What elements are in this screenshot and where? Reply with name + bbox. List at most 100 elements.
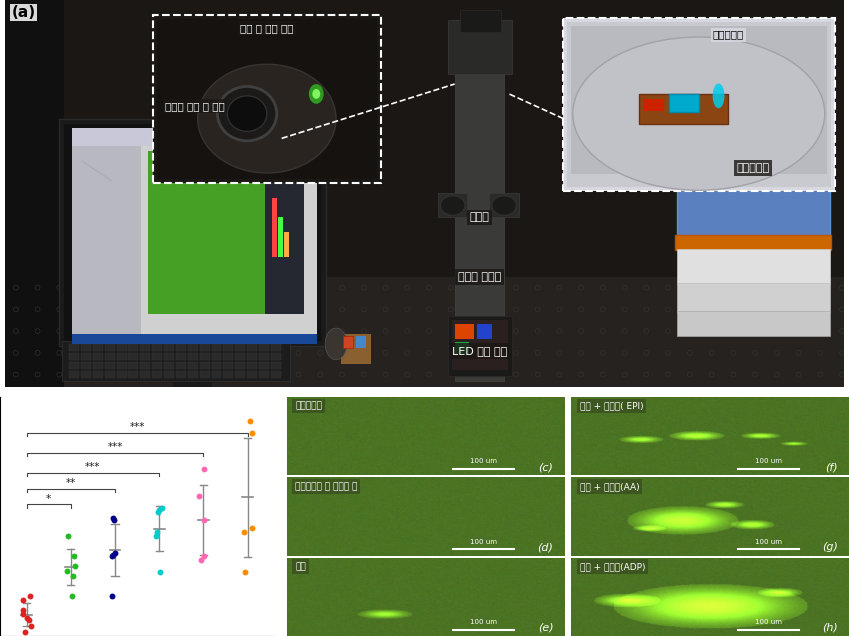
- Bar: [564, 18, 835, 191]
- Text: 전혈 + 작용제(AA): 전혈 + 작용제(AA): [580, 482, 639, 491]
- Bar: [271, 344, 281, 351]
- Text: 현미경: 현미경: [469, 212, 489, 223]
- Bar: [164, 362, 174, 369]
- Point: [150, 527, 164, 537]
- Bar: [341, 334, 371, 364]
- Bar: [438, 193, 468, 218]
- Bar: [65, 123, 321, 341]
- Text: 100 um: 100 um: [470, 459, 498, 464]
- Ellipse shape: [441, 196, 465, 216]
- Ellipse shape: [228, 96, 267, 132]
- Bar: [72, 146, 318, 334]
- Bar: [677, 99, 830, 242]
- Bar: [69, 362, 79, 369]
- Bar: [176, 371, 186, 378]
- Point: [19, 627, 32, 636]
- Bar: [447, 316, 512, 376]
- Bar: [116, 362, 127, 369]
- Bar: [247, 353, 257, 360]
- Text: ***: ***: [107, 442, 123, 452]
- Text: (c): (c): [538, 462, 554, 472]
- Text: 혈소관제거 및 작용제 무: 혈소관제거 및 작용제 무: [295, 482, 357, 491]
- Bar: [675, 235, 831, 250]
- Bar: [455, 54, 504, 380]
- Point: [67, 551, 81, 562]
- Bar: [200, 362, 210, 369]
- Bar: [69, 344, 79, 351]
- Bar: [152, 371, 162, 378]
- Bar: [259, 362, 269, 369]
- Bar: [149, 151, 265, 314]
- Bar: [104, 371, 115, 378]
- Point: [238, 567, 251, 577]
- Bar: [116, 344, 127, 351]
- Bar: [235, 344, 245, 351]
- Text: (g): (g): [822, 543, 838, 553]
- Bar: [343, 336, 353, 348]
- Text: 미세유동칩: 미세유동칩: [713, 30, 744, 39]
- Bar: [247, 371, 257, 378]
- Bar: [259, 344, 269, 351]
- Bar: [93, 344, 103, 351]
- Point: [109, 548, 122, 558]
- Text: 초고속 카메라: 초고속 카메라: [458, 272, 501, 282]
- Bar: [116, 371, 127, 378]
- Bar: [104, 344, 115, 351]
- Bar: [116, 353, 127, 360]
- Bar: [452, 321, 508, 370]
- Point: [245, 523, 258, 534]
- Bar: [128, 371, 138, 378]
- Bar: [176, 362, 186, 369]
- Text: 100 um: 100 um: [755, 539, 782, 544]
- Bar: [152, 344, 162, 351]
- Bar: [691, 121, 772, 167]
- Point: [237, 527, 250, 537]
- Point: [66, 571, 80, 581]
- Bar: [72, 128, 318, 146]
- Point: [22, 615, 36, 625]
- Point: [198, 464, 211, 474]
- Bar: [271, 353, 281, 360]
- Bar: [104, 362, 115, 369]
- Bar: [93, 353, 103, 360]
- Bar: [152, 353, 162, 360]
- Bar: [62, 341, 290, 380]
- Bar: [140, 353, 150, 360]
- Point: [151, 508, 165, 518]
- Text: ***: ***: [85, 462, 100, 472]
- Bar: [223, 362, 233, 369]
- Bar: [149, 151, 305, 314]
- Text: (f): (f): [825, 462, 838, 472]
- Point: [105, 591, 119, 601]
- Bar: [691, 136, 730, 166]
- Bar: [81, 344, 91, 351]
- Text: (h): (h): [822, 623, 838, 633]
- Bar: [272, 198, 277, 257]
- Point: [24, 621, 37, 632]
- Bar: [153, 15, 380, 183]
- Bar: [69, 353, 79, 360]
- Ellipse shape: [492, 196, 516, 216]
- Text: 혈소판제거: 혈소판제거: [295, 401, 322, 411]
- Bar: [128, 353, 138, 360]
- Bar: [164, 353, 174, 360]
- Ellipse shape: [325, 328, 347, 360]
- Bar: [69, 371, 79, 378]
- Text: *: *: [46, 494, 51, 504]
- Bar: [687, 116, 776, 171]
- Ellipse shape: [712, 83, 724, 108]
- Bar: [459, 10, 501, 32]
- Ellipse shape: [312, 89, 320, 99]
- Bar: [489, 193, 519, 218]
- Bar: [200, 371, 210, 378]
- Text: **: **: [65, 478, 76, 488]
- Bar: [677, 312, 830, 336]
- Bar: [200, 353, 210, 360]
- Point: [17, 609, 31, 619]
- Text: (d): (d): [537, 543, 554, 553]
- Bar: [140, 344, 150, 351]
- Bar: [164, 371, 174, 378]
- Bar: [140, 371, 150, 378]
- Bar: [644, 99, 664, 111]
- Bar: [278, 218, 283, 257]
